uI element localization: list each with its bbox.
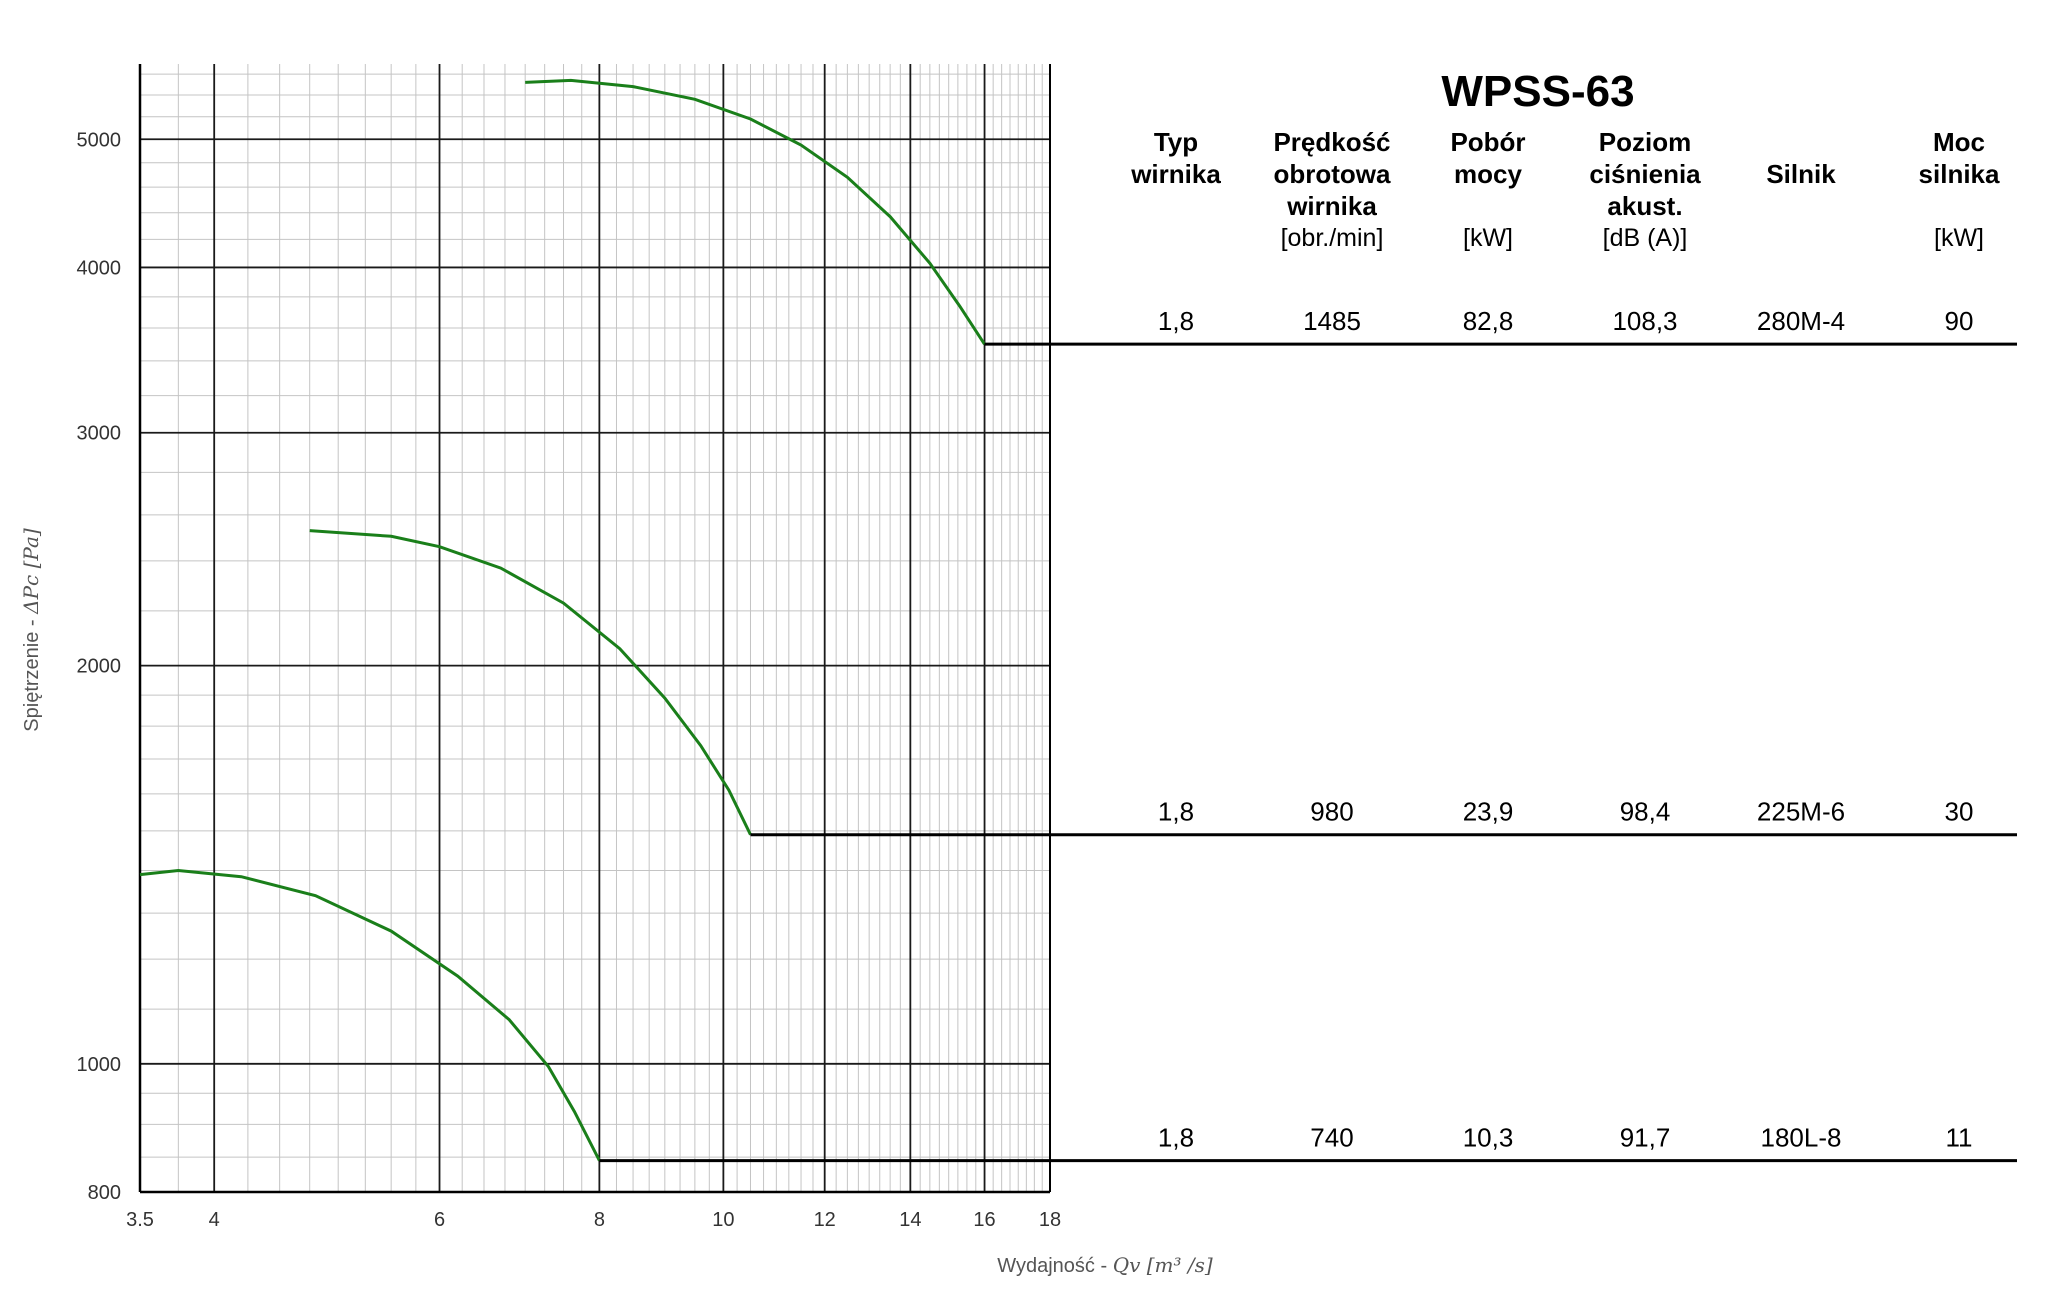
table-header-label: mocy: [1454, 159, 1522, 189]
table-header-label: ciśnienia: [1589, 159, 1701, 189]
table-cell-motor: 280M-4: [1757, 306, 1845, 336]
x-tick-label: 10: [712, 1209, 734, 1231]
performance-curve-3: [139, 868, 601, 1162]
table-header-label: Typ: [1154, 127, 1198, 157]
table-headers: TypwirnikaPrędkośćobrotowawirnika[obr./m…: [1130, 127, 2000, 252]
y-axis-ticks: 800 1000 2000 3000 4000 5000: [77, 129, 122, 1204]
y-tick-label: 800: [88, 1182, 121, 1204]
y-axis-title: Spiętrzenie - ΔPc [Pa]: [19, 528, 43, 732]
table-cell-motor_power: 11: [1946, 1123, 1973, 1153]
table-cell-motor: 180L-8: [1761, 1123, 1842, 1153]
x-tick-label: 18: [1039, 1209, 1061, 1231]
performance-curves: [139, 78, 986, 1162]
performance-curve-1: [525, 78, 986, 346]
table-header-label: Moc: [1933, 127, 1985, 157]
y-tick-label: 4000: [77, 257, 122, 279]
table-cell-speed: 1485: [1303, 306, 1361, 336]
major-grid: [140, 64, 1050, 1192]
table-header-label: akust.: [1607, 191, 1682, 221]
x-tick-label: 3.5: [126, 1209, 154, 1231]
y-tick-label: 2000: [77, 656, 122, 678]
x-tick-label: 14: [899, 1209, 921, 1231]
table-header-label: Poziom: [1599, 127, 1691, 157]
x-tick-label: 16: [973, 1209, 995, 1231]
y-tick-label: 5000: [77, 129, 122, 151]
table-header-label: Silnik: [1766, 159, 1836, 189]
table-cell-noise: 91,7: [1620, 1123, 1671, 1153]
x-tick-label: 8: [594, 1209, 605, 1231]
x-tick-label: 6: [434, 1209, 445, 1231]
minor-grid: [139, 64, 1051, 1192]
table-cell-typ: 1,8: [1158, 1123, 1194, 1153]
table-title: WPSS-63: [1441, 67, 1634, 116]
table-cell-noise: 108,3: [1612, 306, 1677, 336]
table-cell-motor: 225M-6: [1757, 797, 1845, 827]
table-header-label: obrotowa: [1274, 159, 1392, 189]
x-axis-ticks: 3.5 4 6 8 10 12 14 16 18: [126, 1209, 1061, 1231]
y-tick-label: 1000: [77, 1054, 122, 1076]
table-header-label: wirnika: [1130, 159, 1221, 189]
y-tick-label: 3000: [77, 423, 122, 445]
performance-curve-2: [309, 529, 752, 836]
table-header-label: wirnika: [1286, 191, 1377, 221]
table-header-label: silnika: [1919, 159, 2000, 189]
table-header-label: Pobór: [1450, 127, 1525, 157]
table-header-unit: [kW]: [1934, 224, 1984, 252]
table-header-unit: [dB (A)]: [1603, 224, 1688, 252]
table-cell-power: 82,8: [1463, 306, 1514, 336]
table-cell-power: 10,3: [1463, 1123, 1514, 1153]
table-cell-typ: 1,8: [1158, 306, 1194, 336]
table-cell-speed: 980: [1310, 797, 1353, 827]
table-rows: 1,8 1485 82,8 108,3 280M-4 90 1,8 980 23,9 98,4 22…: [599, 306, 2017, 1163]
table-cell-speed: 740: [1310, 1123, 1353, 1153]
table-cell-typ: 1,8: [1158, 797, 1194, 827]
table-header-unit: [obr./min]: [1281, 224, 1384, 252]
table-header-label: Prędkość: [1273, 127, 1390, 157]
table-cell-noise: 98,4: [1620, 797, 1671, 827]
plot-axes: [138, 64, 1051, 1194]
table-cell-motor_power: 90: [1945, 306, 1974, 336]
x-axis-title: Wydajność - Qv [m³ /s]: [997, 1253, 1213, 1277]
table-cell-power: 23,9: [1463, 797, 1514, 827]
x-tick-label: 12: [814, 1209, 836, 1231]
table-header-unit: [kW]: [1463, 224, 1513, 252]
x-tick-label: 4: [209, 1209, 220, 1231]
table-cell-motor_power: 30: [1945, 797, 1974, 827]
